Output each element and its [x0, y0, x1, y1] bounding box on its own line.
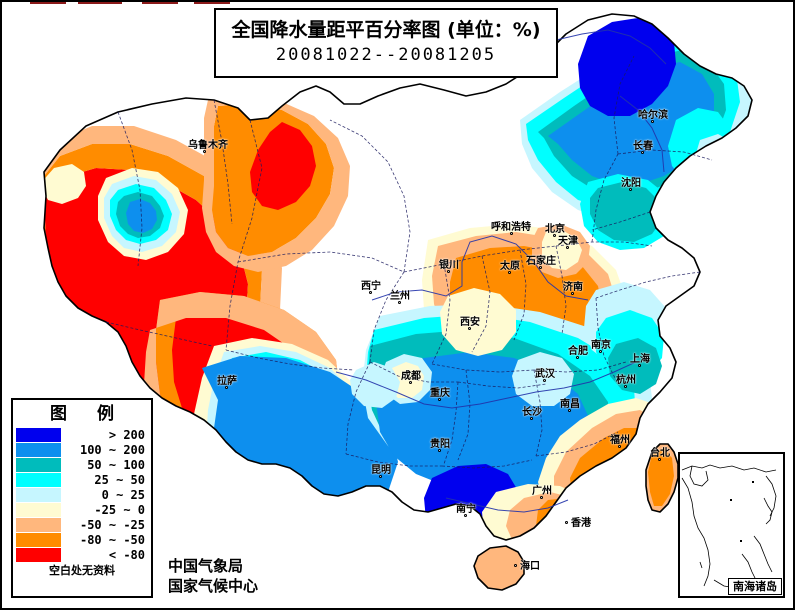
legend-color-swatch: [16, 427, 61, 442]
south-china-sea-inset: 南海诸岛: [678, 452, 785, 598]
legend-rows: > 200 100 ~ 200 50 ~ 100 25 ~ 50 0 ~ 25 -25 ~…: [13, 427, 151, 562]
legend-footnote: 空白处无资料: [49, 564, 115, 577]
legend-color-swatch: [16, 502, 61, 517]
river-layer: [335, 29, 667, 513]
legend: 图 例 > 200 100 ~ 200 50 ~ 100 25 ~ 50 0 ~ 25-…: [11, 398, 153, 598]
legend-row: 100 ~ 200: [13, 442, 151, 457]
page-title: 全国降水量距平百分率图 (单位：%): [231, 19, 541, 41]
band-lt-m80-gansu: [250, 122, 316, 210]
hainan-outline: [473, 545, 525, 591]
legend-color-swatch: [16, 487, 61, 502]
legend-label: -50 ~ -25: [79, 517, 145, 532]
legend-row: -50 ~ -25: [13, 517, 151, 532]
legend-color-swatch: [16, 457, 61, 472]
province-boundary-layer: [105, 55, 713, 469]
legend-row: > 200: [13, 427, 151, 442]
band-0-25-chongqing-eye: [350, 362, 400, 408]
band-50-100-liaoning: [590, 182, 662, 242]
band-m80-m50-taiwan: [648, 448, 674, 506]
pearl-river: [445, 497, 569, 513]
band-0-25-ne-east: [694, 134, 738, 188]
songhua-river: [619, 95, 665, 173]
inset-label: 南海诸岛: [728, 578, 782, 595]
legend-label: 0 ~ 25: [101, 487, 145, 502]
legend-label: 100 ~ 200: [79, 442, 145, 457]
legend-label: -25 ~ 0: [94, 502, 145, 517]
taiwan-outline: [645, 443, 679, 513]
heilongjiang-river: [555, 29, 667, 65]
yellow-river: [371, 235, 589, 301]
attribution-line-2: 国家气候中心: [168, 577, 259, 595]
island-dots: [730, 481, 754, 542]
title-period: 20081022--20081205: [275, 45, 497, 65]
legend-label: 50 ~ 100: [87, 457, 145, 472]
legend-row: < -80: [13, 547, 151, 562]
band-m25-0-beijing: [542, 230, 582, 270]
legend-label: > 200: [108, 427, 145, 442]
band-m50-m25-tibet: [144, 292, 340, 494]
band-m80-m50-guangdong: [536, 498, 584, 540]
attribution: 中国气象局 国家气候中心: [168, 556, 258, 596]
band-lt-m80-secoast: [602, 486, 632, 518]
band-50-100-shanghai: [608, 338, 662, 394]
top-edge-bleed: [30, 0, 230, 4]
legend-row: -80 ~ -50: [13, 532, 151, 547]
band-m25-0-nw-corner: [44, 164, 86, 204]
legend-row: 25 ~ 50: [13, 472, 151, 487]
legend-color-swatch: [16, 547, 61, 562]
legend-label: -80 ~ -50: [79, 532, 145, 547]
legend-row: 0 ~ 25: [13, 487, 151, 502]
legend-label: 25 ~ 50: [94, 472, 145, 487]
legend-color-swatch: [16, 532, 61, 547]
band-m50-m25-gansu: [202, 96, 350, 272]
inset-map-svg: [680, 454, 783, 596]
band-m25-0-shaanxi: [440, 288, 516, 356]
map-outline-layer: [43, 13, 753, 591]
band-gt200-ne: [578, 18, 676, 116]
legend-color-swatch: [16, 472, 61, 487]
legend-label: < -80: [108, 547, 145, 562]
attribution-line-1: 中国气象局: [168, 557, 244, 575]
legend-color-swatch: [16, 517, 61, 532]
china-national-border: [43, 13, 753, 541]
legend-title: 图 例: [50, 404, 126, 424]
title-box: 全国降水量距平百分率图 (单位：%) 20081022--20081205: [214, 8, 558, 78]
legend-color-swatch: [16, 442, 61, 457]
yangtze-river: [335, 361, 637, 409]
legend-row: 50 ~ 100: [13, 457, 151, 472]
legend-row: -25 ~ 0: [13, 502, 151, 517]
